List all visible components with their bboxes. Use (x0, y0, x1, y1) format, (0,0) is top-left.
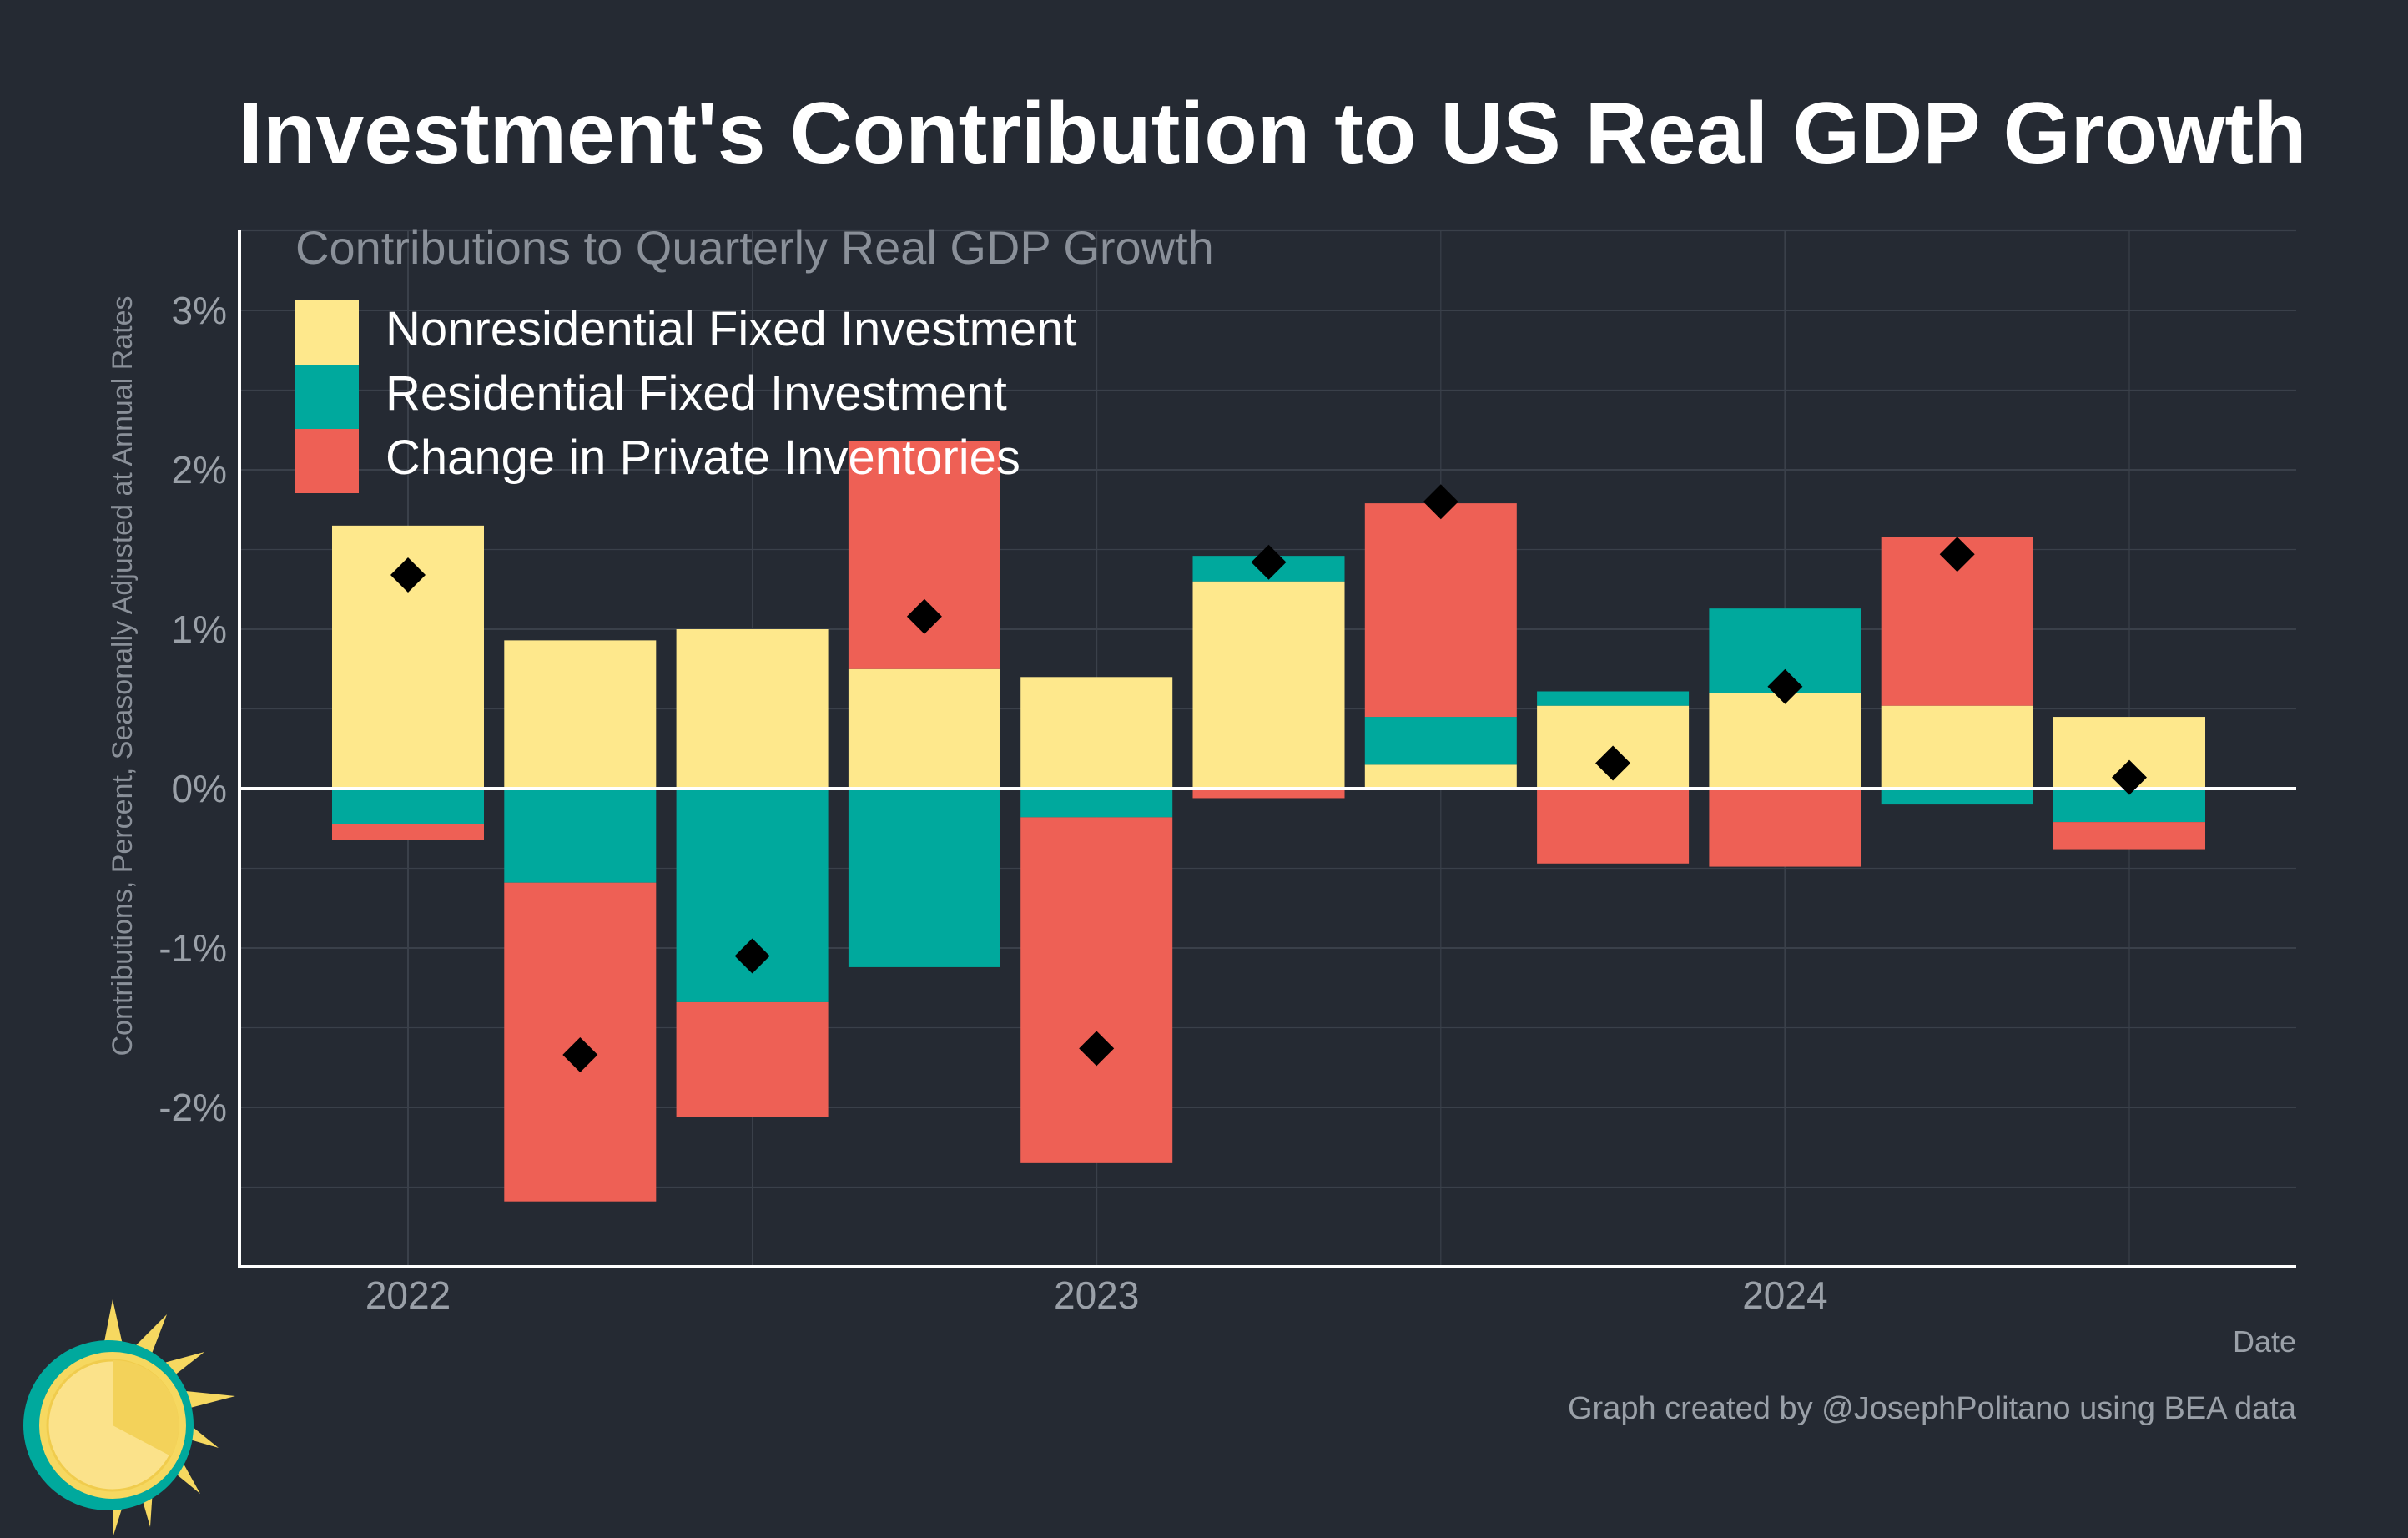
y-tick-label: 2% (172, 448, 227, 492)
bar-nonresidential (1192, 581, 1345, 789)
bar-inventories (676, 1001, 829, 1117)
markers-layer (390, 484, 2147, 1072)
bar-nonresidential (676, 629, 829, 789)
bar-inventories (1364, 503, 1517, 718)
total-marker-diamond (1939, 537, 1975, 572)
bar-inventories (2053, 822, 2205, 850)
bar-residential (1020, 789, 1173, 818)
bar-residential (848, 789, 1000, 967)
total-marker-diamond (1423, 484, 1458, 520)
x-tick-labels: 2022 2023 2024 (365, 1273, 1828, 1317)
bar-residential (332, 789, 484, 824)
total-marker-diamond (1079, 1031, 1115, 1067)
legend-swatch (295, 429, 359, 493)
x-axis-label: Date (2233, 1324, 2296, 1359)
total-marker-diamond (1595, 745, 1631, 781)
chart-title: Investment's Contribution to US Real GDP… (239, 85, 2307, 182)
total-marker-diamond (734, 938, 770, 974)
x-tick-label: 2022 (365, 1273, 451, 1317)
bar-inventories (1709, 789, 1861, 867)
bar-nonresidential (1709, 693, 1861, 789)
y-tick-label: 0% (172, 767, 227, 810)
total-marker-diamond (562, 1036, 598, 1072)
legend: Contributions to Quarterly Real GDP Grow… (295, 221, 1214, 493)
bar-inventories (1537, 789, 1690, 864)
bar-residential (1364, 717, 1517, 765)
y-axis-label: Contributions, Percent, Seasonally Adjus… (107, 295, 139, 1056)
bar-inventories (1192, 789, 1345, 799)
y-tick-labels: 3% 2% 1% 0% -1% -2% (159, 289, 227, 1129)
legend-label: Change in Private Inventories (385, 431, 1020, 485)
total-marker-diamond (390, 557, 426, 593)
bar-nonresidential (504, 640, 657, 789)
y-tick-label: -1% (159, 926, 227, 970)
bar-nonresidential (848, 668, 1000, 789)
bars-layer (239, 441, 2296, 1202)
x-tick-label: 2023 (1054, 1273, 1139, 1317)
sun-logo-icon (23, 1299, 235, 1538)
bar-residential (1881, 789, 2033, 805)
bar-inventories (332, 824, 484, 840)
legend-title: Contributions to Quarterly Real GDP Grow… (295, 221, 1214, 274)
total-marker-diamond (2112, 759, 2147, 795)
bar-nonresidential (1881, 705, 2033, 789)
bar-nonresidential (1020, 677, 1173, 789)
legend-swatch (295, 365, 359, 429)
total-marker-diamond (1251, 544, 1287, 580)
total-marker-diamond (906, 598, 942, 634)
legend-label: Nonresidential Fixed Investment (385, 302, 1077, 356)
bar-residential (1537, 691, 1690, 706)
y-tick-label: 1% (172, 608, 227, 651)
total-marker-diamond (1767, 668, 1803, 704)
bar-nonresidential (1364, 764, 1517, 789)
bar-inventories (1020, 817, 1173, 1163)
caption: Graph created by @JosephPolitano using B… (1568, 1391, 2297, 1426)
y-tick-label: 3% (172, 289, 227, 332)
legend-label: Residential Fixed Investment (385, 366, 1007, 421)
legend-swatch (295, 300, 359, 365)
x-tick-label: 2024 (1742, 1273, 1827, 1317)
y-tick-label: -2% (159, 1086, 227, 1129)
bar-residential (504, 789, 657, 883)
axes-layer (238, 230, 2296, 1268)
